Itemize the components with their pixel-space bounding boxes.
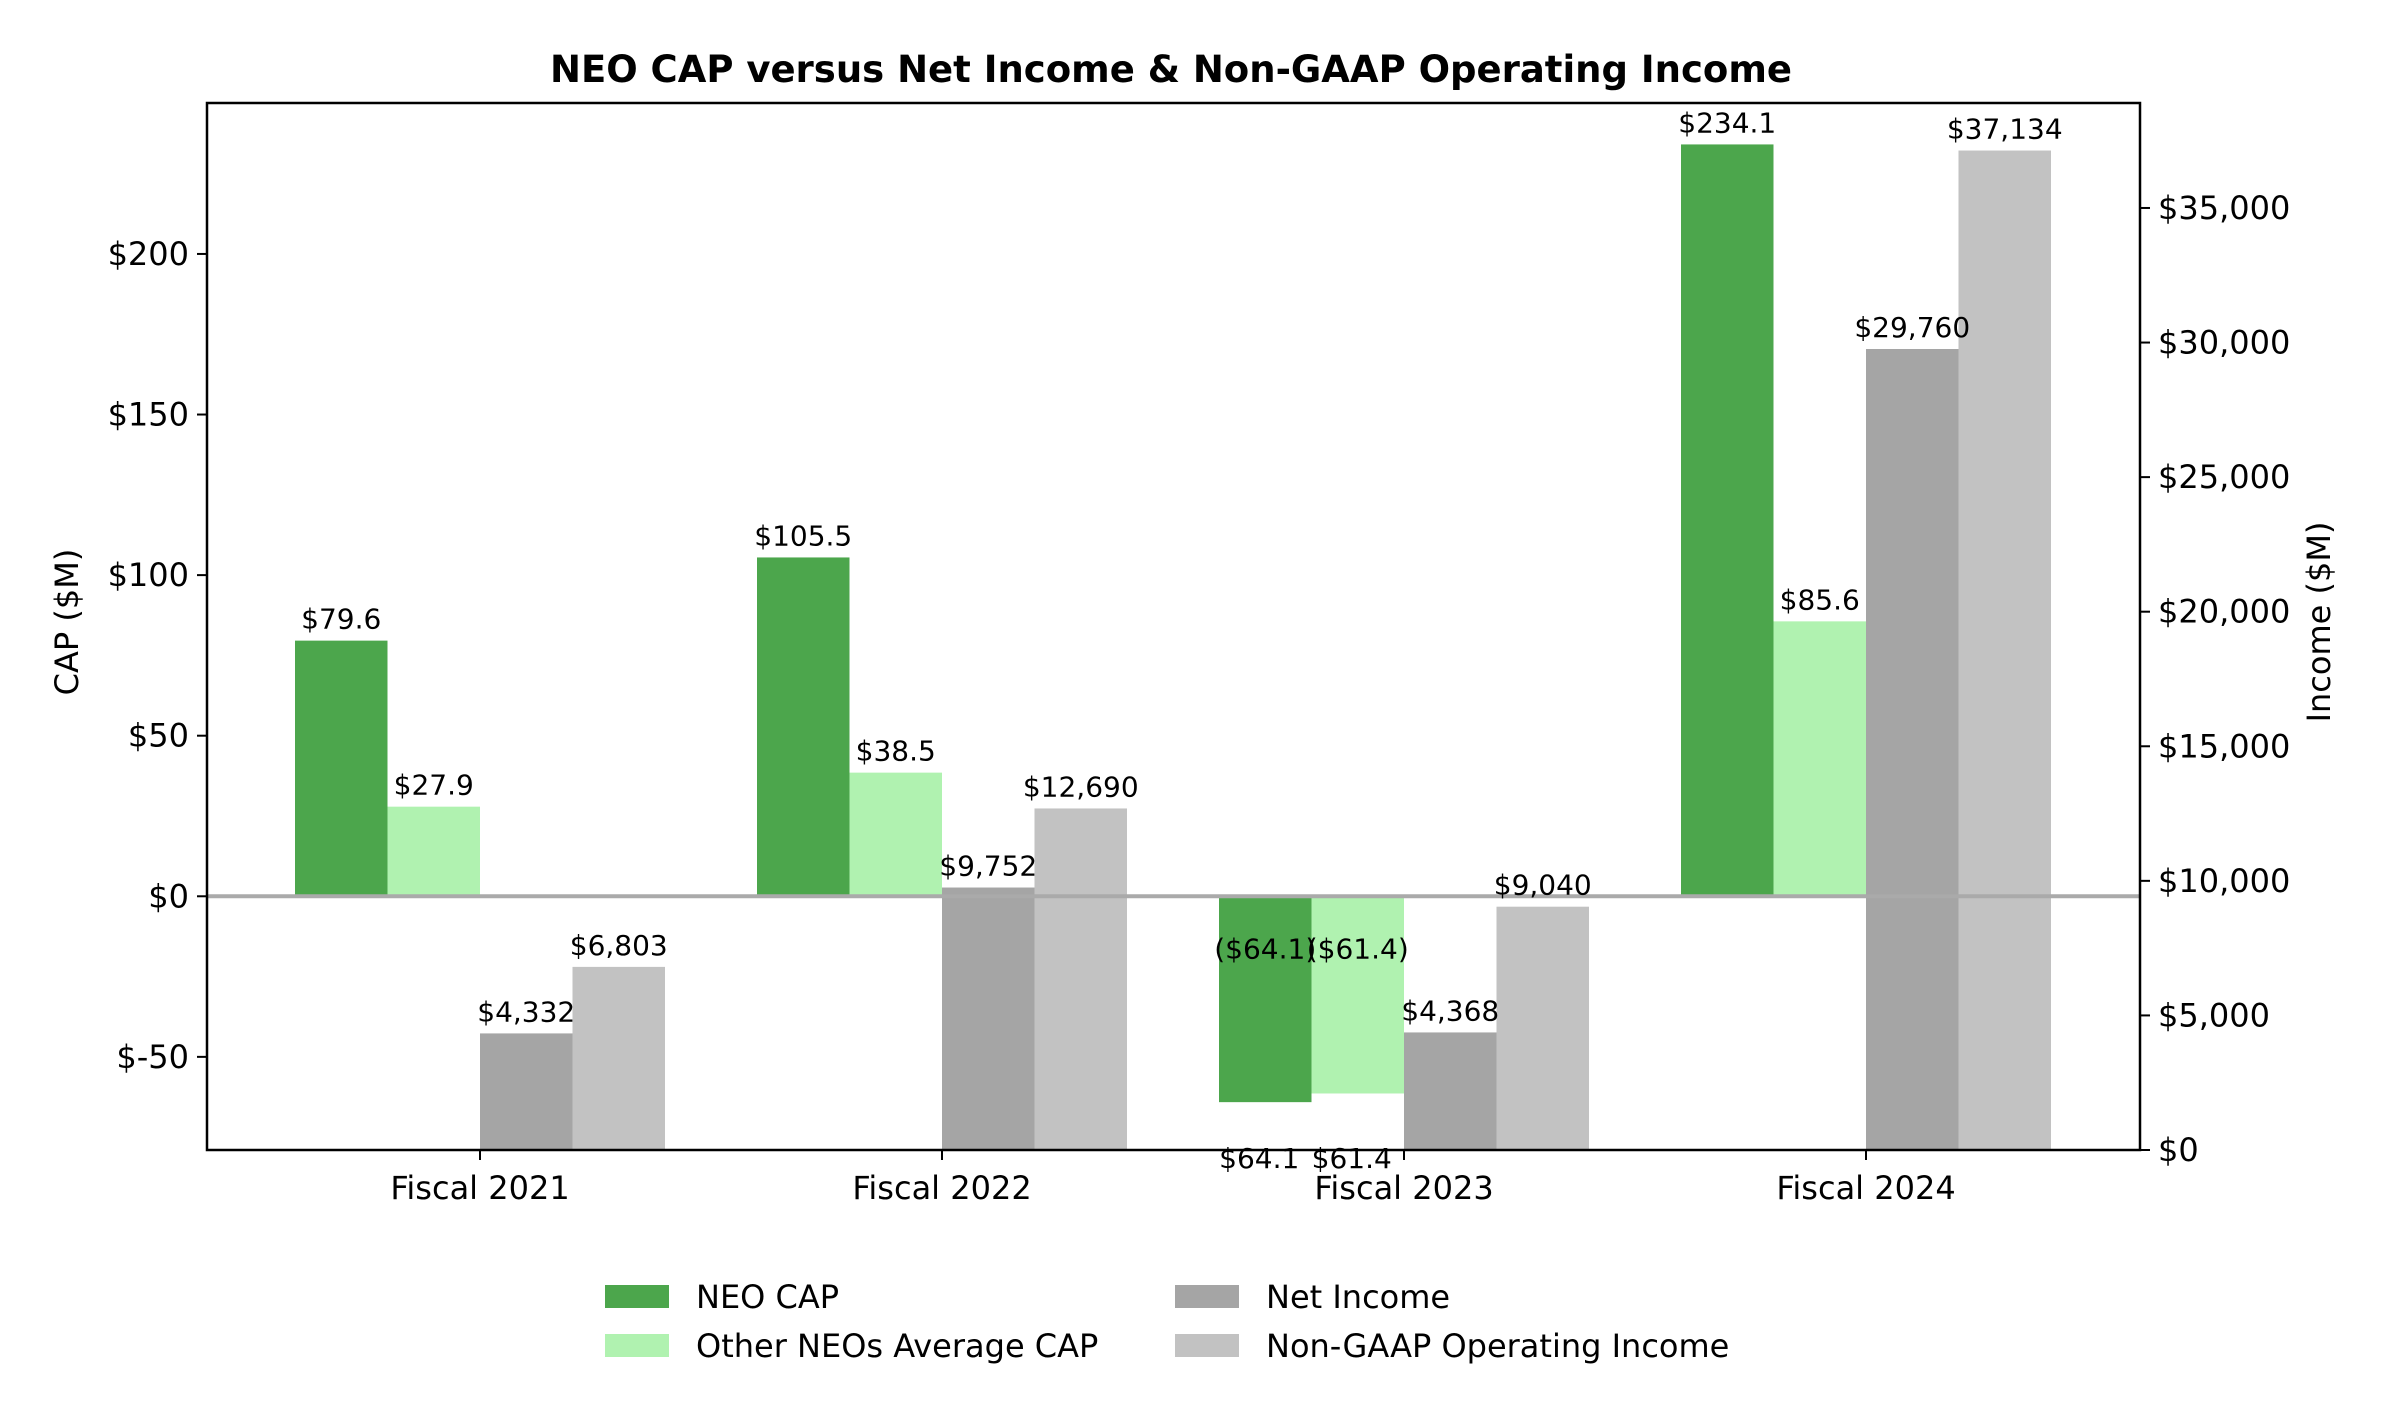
right-tick-label: $35,000 [2158,189,2290,227]
left-tick-label: $200 [108,235,189,273]
legend-label: NEO CAP [696,1278,839,1316]
data-label: $79.6 [301,603,381,636]
bar-non-gaap-operating-income-2 [1496,906,1589,1150]
legend-label: Net Income [1266,1278,1450,1316]
data-label: $9,752 [939,850,1037,883]
bars-layer [295,144,2051,1151]
right-tick-label: $30,000 [2158,324,2290,362]
legend: NEO CAP Other NEOs Average CAP Net Income N… [605,1278,1729,1365]
data-label: $9,040 [1494,869,1592,902]
bar-other-neos-average-cap-2 [1311,896,1404,1094]
bar-other-neos-average-cap-0 [387,806,480,897]
data-label: ($61.4) [1307,932,1409,965]
legend-swatch [1175,1334,1239,1357]
data-labels-layer: $79.6 $105.5 ($64.1) $64.1 $234.1 $27.9 $38.5 (… [301,106,2062,1175]
axes-layer: $-50 $0 $50 $100 $150 $200 $0 $5,000 $10,000 $15,… [108,189,2291,1207]
data-label: $105.5 [754,519,852,552]
left-tick-label: $50 [128,717,189,755]
right-tick-label: $0 [2158,1131,2199,1169]
chart-title: NEO CAP versus Net Income & Non-GAAP Ope… [550,48,1792,91]
x-tick-label: Fiscal 2024 [1776,1169,1955,1207]
bar-non-gaap-operating-income-0 [572,966,665,1150]
right-tick-label: $25,000 [2158,458,2290,496]
data-label: ($64.1) [1214,932,1316,965]
bar-net-income-3 [1866,349,1959,1150]
bar-neo-cap-0 [295,640,388,897]
right-tick-label: $10,000 [2158,862,2290,900]
x-tick-label: Fiscal 2021 [390,1169,569,1207]
right-tick-label: $5,000 [2158,996,2270,1034]
data-label: $4,332 [477,995,575,1028]
left-tick-label: $100 [108,556,189,594]
data-label: $38.5 [856,735,936,768]
bar-other-neos-average-cap-3 [1773,621,1866,897]
data-label: $12,690 [1023,770,1139,803]
data-label: $234.1 [1678,106,1776,139]
legend-swatch [1175,1285,1239,1308]
bar-neo-cap-1 [757,557,850,897]
bar-neo-cap-2 [1219,896,1312,1103]
bar-net-income-0 [480,1033,573,1150]
legend-label: Non-GAAP Operating Income [1266,1327,1729,1365]
data-label-secondary: $61.4 [1312,1142,1392,1175]
right-tick-label: $20,000 [2158,593,2290,631]
bar-non-gaap-operating-income-1 [1034,808,1127,1150]
bar-net-income-1 [942,887,1035,1150]
data-label-secondary: $64.1 [1219,1142,1299,1175]
right-tick-label: $15,000 [2158,727,2290,765]
left-axis-label: CAP ($M) [48,549,86,696]
plot-frame [205,101,2142,1152]
data-label: $27.9 [394,769,474,802]
x-tick-label: Fiscal 2023 [1314,1169,1493,1207]
data-label: $29,760 [1854,311,1970,344]
legend-swatch [605,1334,669,1357]
data-label: $85.6 [1780,583,1860,616]
data-label: $6,803 [570,929,668,962]
bar-net-income-2 [1404,1032,1497,1150]
bar-non-gaap-operating-income-3 [1958,150,2051,1151]
bar-neo-cap-3 [1681,144,1774,897]
left-tick-label: $150 [108,396,189,434]
x-tick-label: Fiscal 2022 [852,1169,1031,1207]
right-axis-label: Income ($M) [2300,522,2338,723]
data-label: $37,134 [1947,113,2063,146]
legend-swatch [605,1285,669,1308]
left-tick-label: $-50 [116,1038,189,1076]
left-tick-label: $0 [148,877,189,915]
data-label: $4,368 [1401,994,1499,1027]
bar-other-neos-average-cap-1 [849,772,942,897]
legend-label: Other NEOs Average CAP [696,1327,1098,1365]
